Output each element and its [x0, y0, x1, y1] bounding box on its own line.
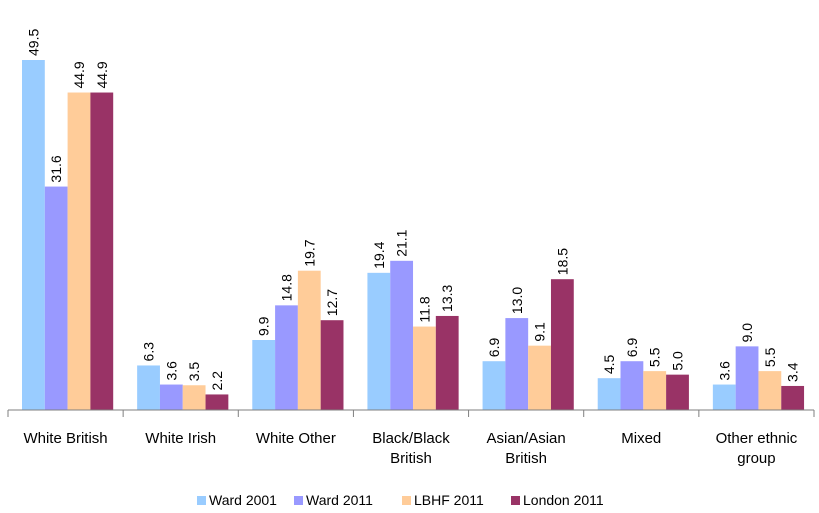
value-label: 12.7 — [324, 289, 340, 316]
bar-6-london-2011 — [666, 374, 689, 410]
value-label: 9.1 — [532, 322, 548, 342]
bar-4-ward-2011 — [390, 260, 414, 410]
category-label: Other ethnic group — [716, 430, 798, 467]
bar-2-london-2011 — [205, 394, 229, 410]
value-label: 44.9 — [71, 61, 87, 88]
category-label: White Other — [256, 430, 336, 447]
bar-4-lbhf-2011 — [413, 326, 436, 410]
legend-label: Ward 2001 — [209, 492, 277, 508]
value-label: 3.6 — [163, 361, 179, 381]
legend: Ward 2001 Ward 2011 LBHF 2011 London 2011 — [197, 492, 604, 508]
category-label: White British — [23, 430, 107, 447]
value-label: 13.0 — [509, 287, 525, 314]
bar-2-ward-2011 — [159, 384, 183, 410]
value-label: 31.6 — [48, 155, 64, 182]
bar-6-ward-2011 — [620, 361, 644, 410]
bar-5-lbhf-2011 — [528, 345, 551, 410]
value-label: 9.9 — [256, 316, 272, 336]
category-label: Asian/Asian British — [487, 430, 566, 467]
value-label: 5.5 — [647, 347, 663, 367]
bar-2-lbhf-2011 — [182, 385, 206, 410]
legend-label: Ward 2011 — [306, 492, 373, 508]
value-label: 3.6 — [716, 361, 732, 381]
value-label: 5.5 — [762, 347, 778, 367]
bar-4-london-2011 — [435, 315, 459, 410]
bar-4-ward-2001 — [367, 272, 391, 410]
value-label: 13.3 — [439, 284, 455, 311]
category-label: White Irish — [145, 430, 216, 447]
bar-7-ward-2001 — [712, 384, 736, 410]
bar-1-london-2011 — [90, 92, 114, 410]
value-label: 4.5 — [601, 355, 617, 375]
bar-6-ward-2001 — [597, 378, 621, 410]
bar-6-lbhf-2011 — [643, 371, 667, 410]
category-labels-layer: White British White Irish White Other Black… — [23, 430, 797, 467]
legend-swatch — [402, 496, 411, 505]
bar-5-ward-2001 — [482, 361, 506, 410]
value-label: 11.8 — [416, 296, 432, 322]
value-label: 19.4 — [371, 241, 387, 268]
bar-7-ward-2011 — [735, 346, 759, 410]
bars-layer — [22, 60, 805, 410]
value-labels-layer: 49.5 31.6 44.9 44.9 6.3 3.6 3.5 2.2 9.9 14.8 19.7 1… — [25, 29, 800, 391]
value-label: 9.0 — [739, 323, 755, 343]
bar-3-ward-2011 — [275, 305, 298, 410]
value-label: 3.4 — [785, 362, 801, 382]
category-label: Black/Black British — [372, 430, 450, 467]
legend-swatch — [294, 496, 303, 505]
value-label: 14.8 — [278, 274, 294, 301]
value-label: 44.9 — [94, 61, 110, 88]
x-axis — [7, 409, 815, 417]
bar-7-lbhf-2011 — [758, 371, 782, 410]
value-label: 2.2 — [209, 371, 225, 391]
value-label: 49.5 — [25, 29, 41, 56]
value-label: 3.5 — [186, 362, 202, 382]
bar-3-london-2011 — [320, 320, 344, 410]
bar-1-ward-2011 — [44, 186, 68, 410]
bar-1-lbhf-2011 — [67, 92, 91, 410]
category-label: Mixed — [621, 430, 661, 447]
bar-3-lbhf-2011 — [297, 270, 321, 410]
bar-5-ward-2011 — [505, 318, 529, 410]
value-label: 5.0 — [670, 351, 686, 371]
bar-1-ward-2001 — [22, 60, 45, 410]
bar-7-london-2011 — [781, 385, 805, 410]
legend-swatch — [511, 496, 520, 505]
value-label: 6.9 — [486, 338, 502, 358]
legend-label: London 2011 — [523, 492, 604, 508]
value-label: 6.3 — [141, 342, 157, 362]
legend-swatch — [197, 496, 206, 505]
bar-5-london-2011 — [550, 279, 574, 410]
legend-label: LBHF 2011 — [414, 492, 484, 508]
bar-3-ward-2001 — [252, 340, 276, 410]
value-label: 21.1 — [394, 229, 410, 256]
bar-2-ward-2001 — [137, 365, 160, 410]
value-label: 19.7 — [301, 239, 317, 266]
value-label: 18.5 — [554, 248, 570, 275]
value-label: 6.9 — [624, 338, 640, 358]
